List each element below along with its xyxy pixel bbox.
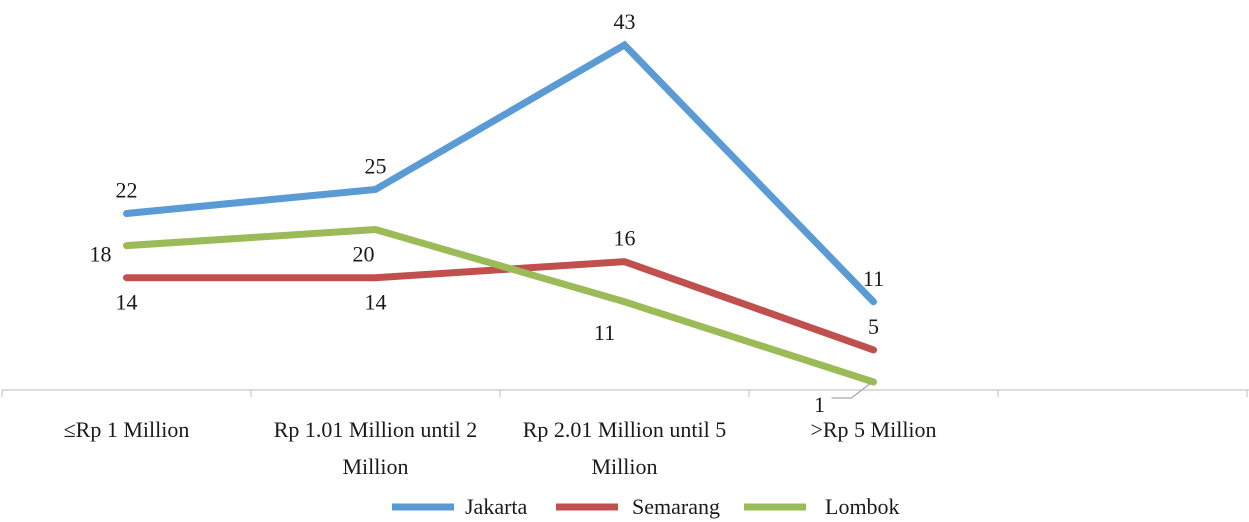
x-tick-label: ≤Rp 1 Million	[64, 417, 190, 442]
x-tick-label: >Rp 5 Million	[810, 417, 936, 442]
data-label-semarang: 14	[365, 290, 387, 315]
label-leader-line	[831, 383, 870, 399]
series-lines	[123, 40, 877, 386]
data-label-semarang: 5	[868, 314, 879, 339]
data-label-semarang: 14	[116, 290, 138, 315]
data-label-jakarta: 11	[863, 266, 884, 291]
legend-label-semarang: Semarang	[632, 494, 720, 519]
series-line-lombok	[123, 226, 877, 386]
x-tick-label: Million	[342, 454, 408, 479]
data-label-jakarta: 43	[614, 9, 636, 34]
legend-label-jakarta: Jakarta	[465, 494, 528, 519]
x-axis	[1, 389, 1249, 397]
series-line-jakarta	[123, 40, 877, 306]
x-tick-label: Rp 1.01 Million until 2	[274, 417, 478, 442]
data-label-jakarta: 22	[116, 178, 138, 203]
data-label-lombok: 18	[90, 242, 112, 267]
data-label-lombok: 11	[594, 320, 615, 345]
x-tick-label: Rp 2.01 Million until 5	[523, 417, 727, 442]
data-label-semarang: 16	[614, 226, 636, 251]
legend: Jakarta Semarang Lombok	[392, 494, 900, 519]
x-tick-labels: ≤Rp 1 Million Rp 1.01 Million until 2 Mill…	[64, 417, 937, 479]
legend-label-lombok: Lombok	[825, 494, 900, 519]
data-label-lombok: 20	[353, 242, 375, 267]
data-label-lombok: 1	[814, 392, 825, 417]
data-label-jakarta: 25	[365, 153, 387, 178]
x-tick-label: Million	[591, 454, 657, 479]
series-line-semarang	[123, 258, 877, 354]
